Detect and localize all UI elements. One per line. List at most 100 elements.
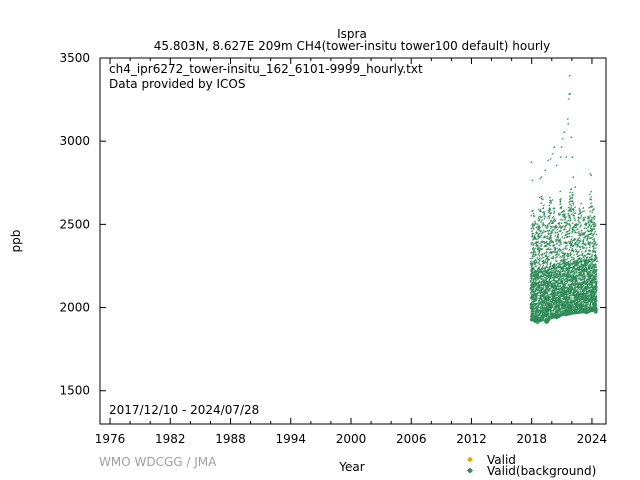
data-point <box>573 310 576 313</box>
data-point <box>561 303 564 306</box>
data-point <box>530 311 533 314</box>
data-point <box>588 270 591 273</box>
data-point <box>555 287 558 290</box>
data-point <box>543 217 546 220</box>
data-point <box>582 272 585 275</box>
data-point <box>562 130 565 133</box>
data-point <box>529 214 532 217</box>
data-point <box>592 258 595 261</box>
data-point <box>548 199 551 202</box>
data-point <box>529 262 532 265</box>
data-point <box>548 214 551 217</box>
data-point <box>534 293 537 296</box>
data-point <box>560 211 563 214</box>
data-point <box>536 320 539 323</box>
data-point <box>591 248 594 251</box>
data-point <box>529 296 532 299</box>
data-point <box>582 271 585 274</box>
data-point <box>558 190 561 193</box>
data-point <box>566 122 569 125</box>
data-point <box>592 297 595 300</box>
data-point <box>563 310 566 313</box>
data-point <box>557 236 560 239</box>
data-point <box>554 267 557 270</box>
data-point <box>550 300 553 303</box>
data-point <box>569 244 572 247</box>
data-point <box>560 221 563 224</box>
data-point <box>565 275 568 278</box>
data-point <box>535 231 538 234</box>
data-point <box>573 218 576 221</box>
data-point <box>572 291 575 294</box>
data-point <box>562 281 565 284</box>
data-point <box>579 286 582 289</box>
data-point <box>584 250 587 253</box>
data-point <box>547 303 550 306</box>
data-point <box>538 288 541 291</box>
data-point <box>536 256 539 259</box>
data-point <box>567 267 570 270</box>
data-point <box>559 227 562 230</box>
data-point <box>534 280 537 283</box>
data-point <box>542 280 545 283</box>
data-point <box>594 280 597 283</box>
data-point <box>561 284 564 287</box>
data-point <box>549 304 552 307</box>
data-point <box>566 212 569 215</box>
data-point <box>593 262 596 265</box>
data-point <box>534 250 537 253</box>
data-point <box>564 309 567 312</box>
data-point <box>542 204 545 207</box>
data-point <box>561 289 564 292</box>
data-point <box>589 231 592 234</box>
data-point <box>570 256 573 259</box>
data-point <box>549 292 552 295</box>
data-point <box>544 265 547 268</box>
data-point <box>559 307 562 310</box>
data-point <box>552 315 555 318</box>
data-point <box>543 242 546 245</box>
data-point <box>594 258 597 261</box>
period-label: 2017/12/10 - 2024/07/28 <box>109 403 259 417</box>
data-point <box>559 275 562 278</box>
data-point <box>541 259 544 262</box>
data-point <box>550 198 553 201</box>
data-point <box>587 264 590 267</box>
data-point <box>531 209 534 212</box>
data-point <box>584 235 587 238</box>
data-point <box>551 255 554 258</box>
data-point <box>554 226 557 229</box>
data-point <box>539 229 542 232</box>
data-point <box>562 247 565 250</box>
data-point <box>561 225 564 228</box>
data-point <box>533 319 536 322</box>
data-point <box>550 250 553 253</box>
data-point <box>559 202 562 205</box>
data-point <box>575 250 578 253</box>
data-point <box>577 303 580 306</box>
data-point <box>581 232 584 235</box>
data-point <box>532 251 535 254</box>
data-point <box>577 276 580 279</box>
x-tick-label: 2012 <box>456 432 487 446</box>
data-point <box>555 292 558 295</box>
data-point <box>549 232 552 235</box>
data-point <box>538 236 541 239</box>
data-point <box>538 298 541 301</box>
data-point <box>551 228 554 231</box>
data-point <box>585 291 588 294</box>
data-point <box>573 277 576 280</box>
data-point <box>549 212 552 215</box>
data-point <box>550 297 553 300</box>
data-point <box>569 135 572 138</box>
data-point <box>578 208 581 211</box>
data-point <box>557 295 560 298</box>
data-point <box>570 187 573 190</box>
data-point <box>529 251 532 254</box>
data-point <box>547 319 550 322</box>
data-point <box>594 296 597 299</box>
data-point <box>529 285 532 288</box>
data-point <box>551 289 554 292</box>
data-point <box>529 259 532 262</box>
data-point <box>548 206 551 209</box>
